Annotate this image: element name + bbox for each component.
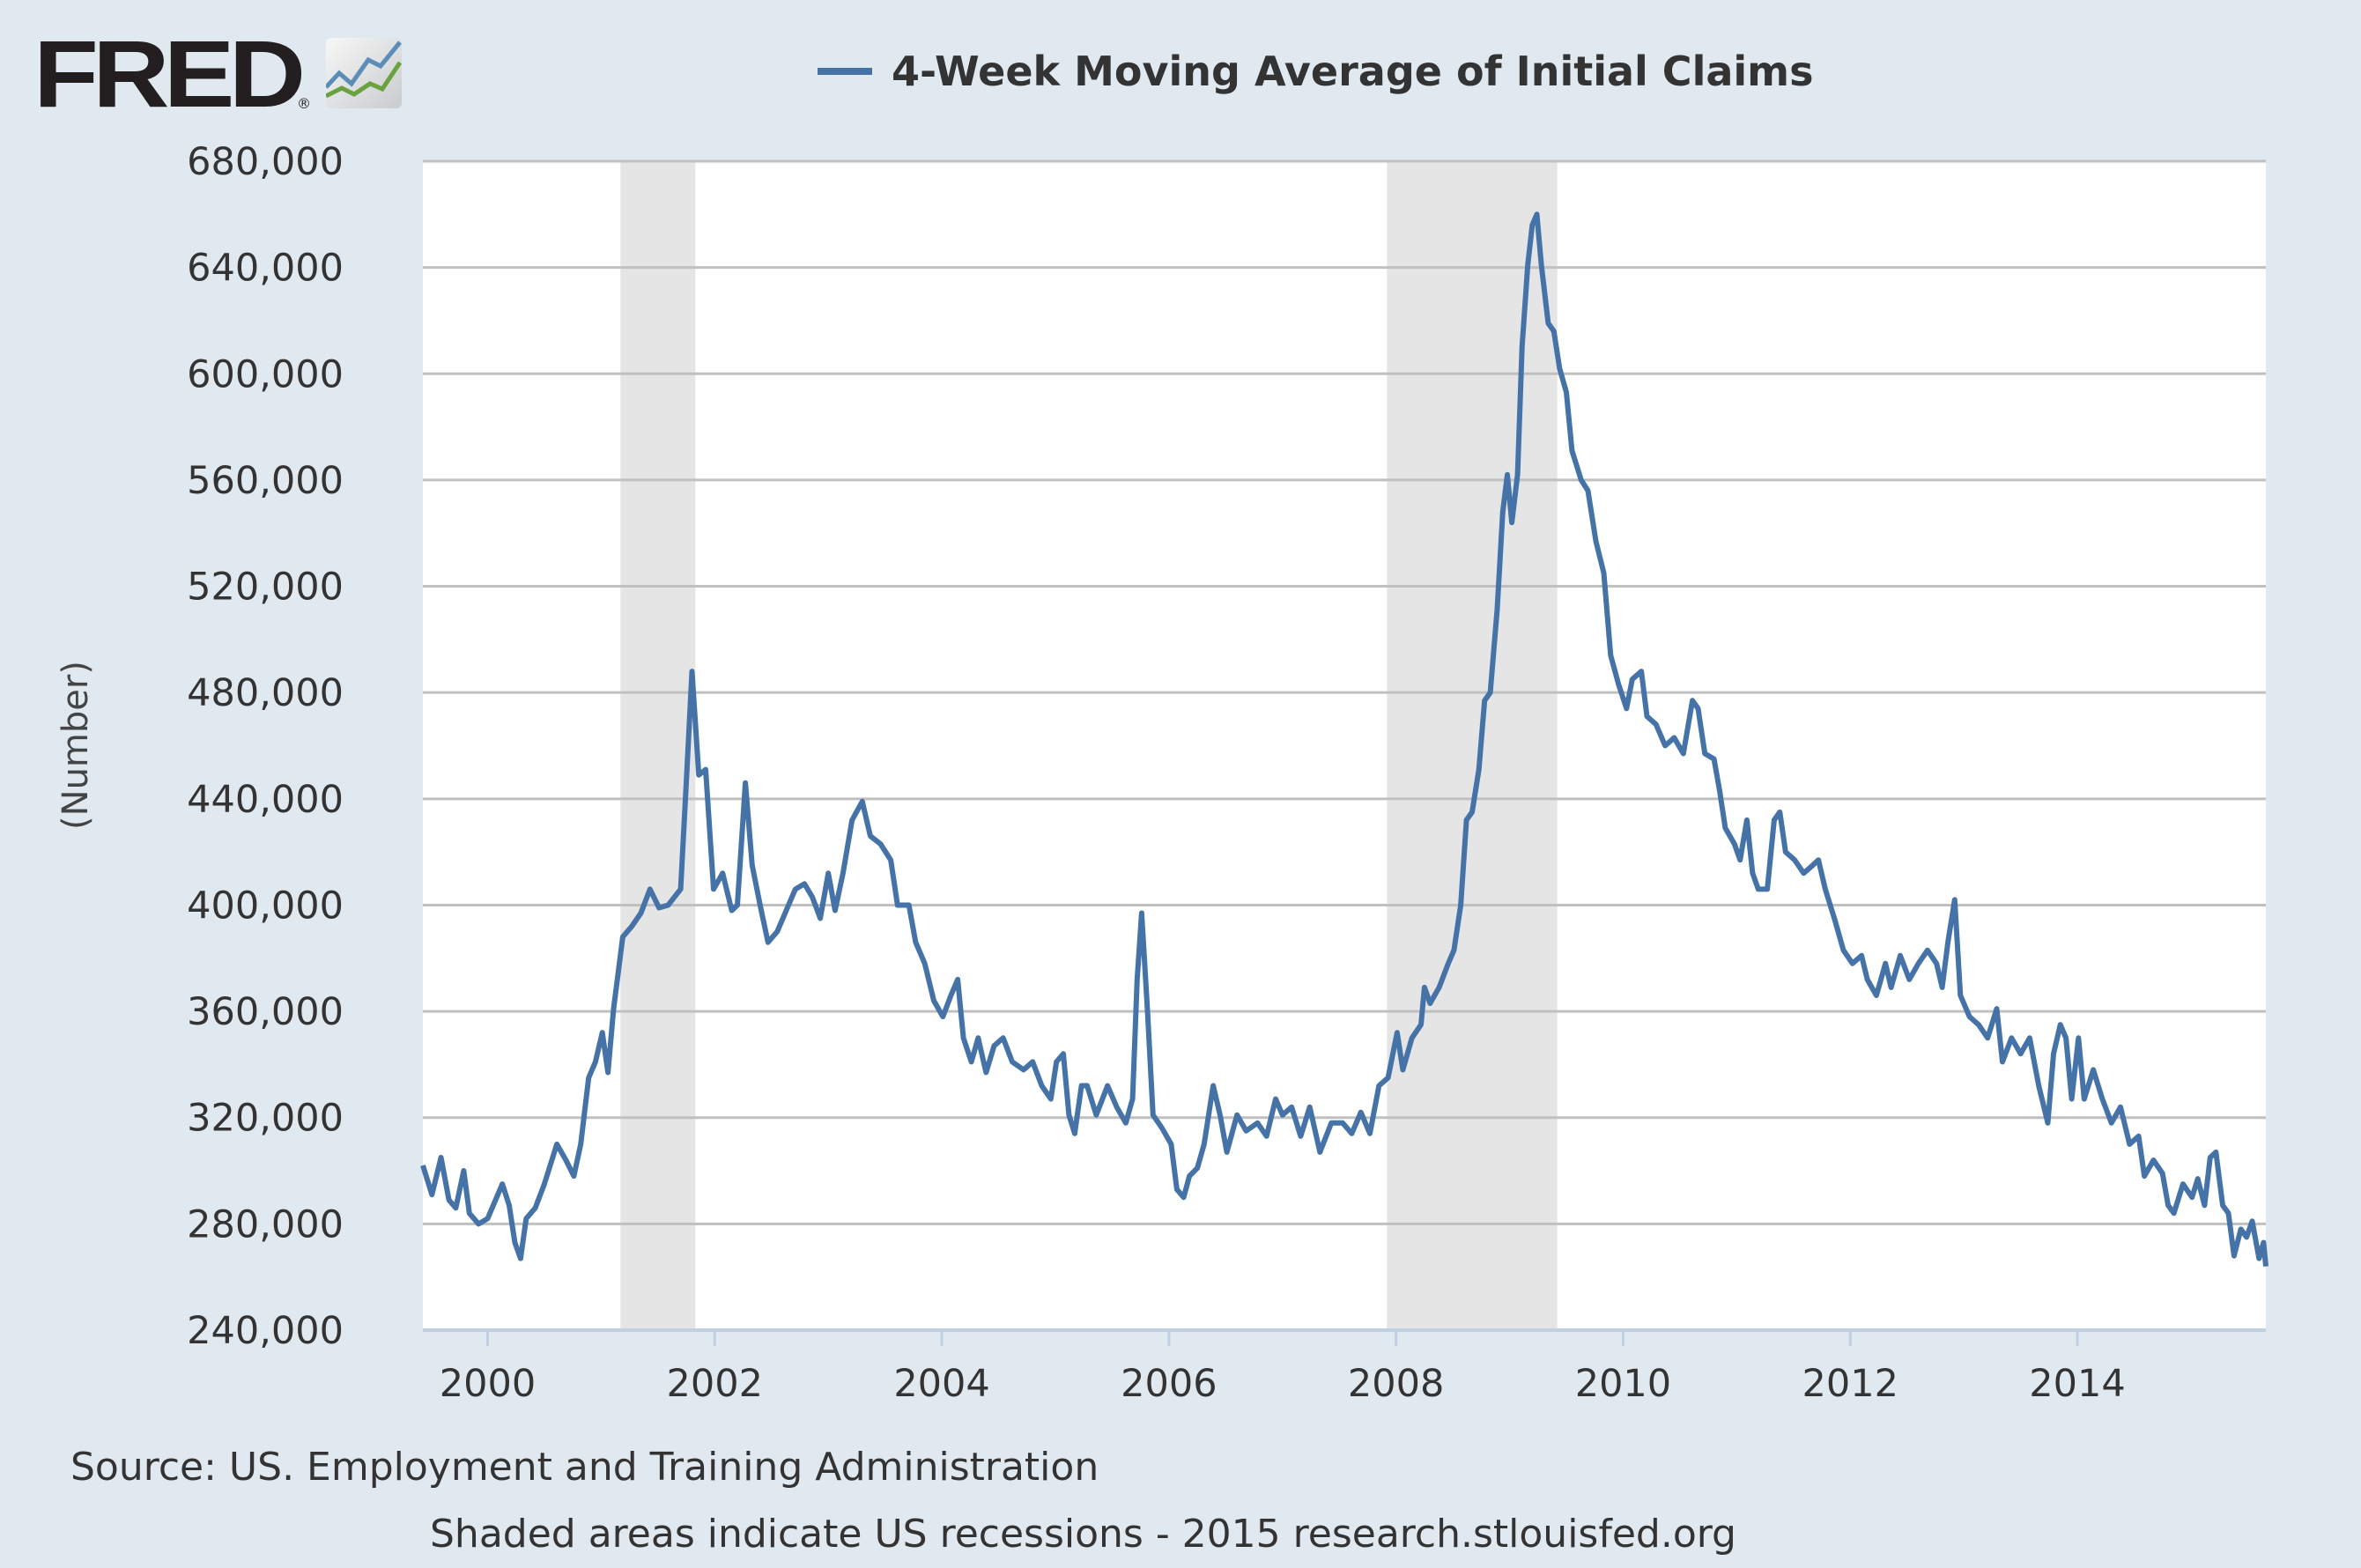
x-tick-label: 2004 [893,1362,989,1406]
plot-area [423,161,2266,1330]
legend[interactable]: 4-Week Moving Average of Initial Claims [818,48,1813,95]
registered-mark: ® [297,95,311,112]
y-tick-label: 640,000 [187,247,344,291]
y-tick-label: 360,000 [187,990,344,1034]
x-tick-label: 2006 [1121,1362,1217,1406]
x-tick-label: 2014 [2029,1362,2125,1406]
y-tick-label: 440,000 [187,778,344,822]
x-tick-label: 2002 [667,1362,763,1406]
x-tick-label: 2010 [1575,1362,1671,1406]
y-tick-label: 480,000 [187,671,344,715]
x-tick-label: 2008 [1348,1362,1444,1406]
fred-logo[interactable]: FRED [33,20,306,127]
y-tick-label: 240,000 [187,1309,344,1353]
recession-shade [620,161,696,1330]
y-tick-label: 600,000 [187,352,344,396]
y-tick-label: 680,000 [187,140,344,184]
fred-graph-icon [326,38,402,108]
x-tick-label: 2000 [440,1362,536,1406]
y-tick-label: 280,000 [187,1202,344,1246]
y-tick-label: 320,000 [187,1097,344,1141]
legend-label: 4-Week Moving Average of Initial Claims [892,48,1814,95]
x-tick-label: 2012 [1802,1362,1898,1406]
legend-swatch [818,68,872,75]
y-tick-label: 400,000 [187,884,344,928]
recession-shade [1387,161,1558,1330]
source-note: Source: US. Employment and Training Admi… [70,1445,1099,1490]
series-line-initial-claims [420,211,2268,1267]
recession-note: Shaded areas indicate US recessions - 20… [430,1512,1736,1557]
y-tick-label: 520,000 [187,566,344,610]
y-tick-label: 560,000 [187,459,344,503]
